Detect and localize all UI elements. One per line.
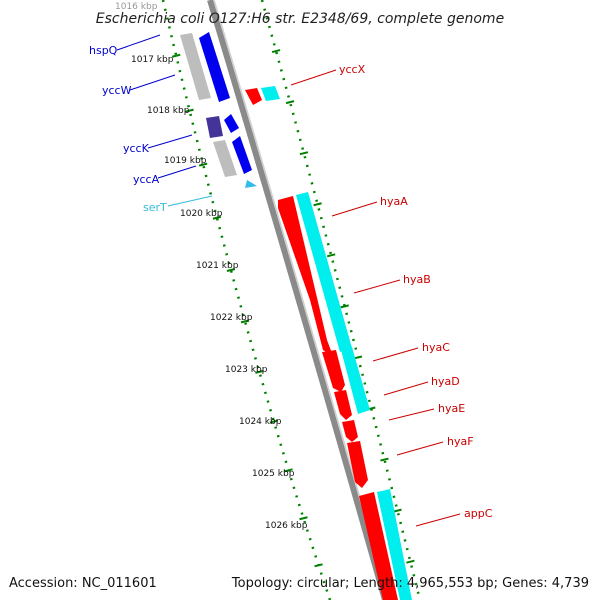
major-ticks <box>171 49 415 568</box>
gene-block-cyan-appC <box>377 489 412 600</box>
major-tick <box>326 253 336 258</box>
leader-line-hspQ <box>116 34 161 51</box>
major-tick <box>299 151 309 156</box>
gene-block-red-hyaF <box>347 441 368 488</box>
reverse-strand-genes <box>245 86 412 600</box>
kbp-label: 1018 kbp <box>147 106 190 116</box>
major-tick <box>171 53 181 58</box>
gene-label-appC: appC <box>464 507 493 520</box>
kbp-labels: 1016 kbp 1017 kbp 1018 kbp 1019 kbp 1020… <box>115 2 308 531</box>
gene-block-red <box>245 88 262 105</box>
gene-block-red-hyaC <box>322 350 345 392</box>
gene-label-hyaC: hyaC <box>422 341 450 354</box>
leader-line-hyaC <box>372 347 419 362</box>
forward-strand-genes <box>180 32 257 188</box>
leader-line-hyaB <box>353 279 401 294</box>
kbp-label: 1020 kbp <box>180 209 223 219</box>
left-gene-labels: hspQ yccW yccK yccA serT <box>89 44 167 214</box>
gene-label-hspQ: hspQ <box>89 44 118 57</box>
leader-line-serT <box>167 195 213 207</box>
leader-line-hyaA <box>331 201 378 217</box>
genome-backbone <box>207 0 388 600</box>
gene-label-hyaA: hyaA <box>380 195 408 208</box>
accession-text: Accession: NC_011601 <box>9 576 157 591</box>
major-tick <box>285 100 295 105</box>
gene-block-red-appC <box>359 492 398 600</box>
gene-label-serT: serT <box>143 201 167 214</box>
gene-block-blue <box>199 32 230 102</box>
leader-line-yccK <box>147 134 193 149</box>
tick-track-left <box>161 0 332 600</box>
leader-line-hyaF <box>396 441 444 456</box>
trna-marker <box>245 180 257 188</box>
major-tick <box>313 202 322 207</box>
major-tick <box>269 419 279 424</box>
gene-block-cyan-hyaB <box>341 347 370 414</box>
major-tick <box>284 468 293 473</box>
gene-block-gray <box>180 33 211 100</box>
kbp-label: 1017 kbp <box>131 55 174 65</box>
major-tick <box>240 319 250 324</box>
gene-label-yccK: yccK <box>123 142 150 155</box>
major-tick <box>226 268 236 272</box>
major-tick <box>185 108 194 113</box>
gene-block-cyan <box>261 86 280 101</box>
right-gene-labels: yccX hyaA hyaB hyaC hyaD hyaE hyaF appC <box>339 63 493 520</box>
major-tick <box>299 516 308 521</box>
kbp-label: 1022 kbp <box>210 313 253 323</box>
right-leader-lines <box>290 69 461 527</box>
gene-label-hyaE: hyaE <box>438 402 465 415</box>
gene-block-cyan-hyaA <box>296 192 352 352</box>
major-tick <box>314 563 323 568</box>
leader-line-hyaE <box>388 408 435 421</box>
gene-block-blue <box>224 114 239 133</box>
left-leader-lines <box>116 34 213 207</box>
major-tick <box>406 559 415 564</box>
gene-block-red-hyaA <box>278 196 333 356</box>
map-title: Escherichia coli O127:H6 str. E2348/69, … <box>96 11 504 27</box>
major-tick <box>255 369 264 374</box>
kbp-label: 1021 kbp <box>196 261 239 271</box>
kbp-label: 1019 kbp <box>164 156 207 166</box>
leader-line-yccA <box>157 165 197 179</box>
gene-label-yccW: yccW <box>102 84 132 97</box>
major-tick <box>393 508 402 513</box>
gene-block-purple <box>206 116 223 138</box>
kbp-label: 1016 kbp <box>115 2 158 12</box>
gene-block-red-hyaD <box>334 390 352 420</box>
leader-line-appC <box>415 513 461 527</box>
gene-block-gray <box>213 140 237 177</box>
kbp-label: 1026 kbp <box>265 521 308 531</box>
gene-block-red-hyaE <box>342 420 358 442</box>
summary-text: Topology: circular; Length: 4,965,553 bp… <box>231 576 589 591</box>
leader-line-yccX <box>290 69 337 86</box>
gene-label-hyaB: hyaB <box>403 273 431 286</box>
kbp-label: 1025 kbp <box>252 469 295 479</box>
leader-line-yccW <box>129 74 176 91</box>
gene-block-blue <box>232 136 252 174</box>
major-tick <box>380 457 389 462</box>
major-tick <box>353 355 363 360</box>
major-tick <box>340 304 349 309</box>
kbp-label: 1024 kbp <box>239 417 282 427</box>
kbp-label: 1023 kbp <box>225 365 268 375</box>
gene-label-yccX: yccX <box>339 63 366 76</box>
leader-line-hyaD <box>383 381 429 396</box>
gene-label-hyaF: hyaF <box>447 435 474 448</box>
major-tick <box>271 49 281 54</box>
gene-label-hyaD: hyaD <box>431 375 460 388</box>
major-tick <box>212 215 222 220</box>
gene-label-yccA: yccA <box>133 173 160 186</box>
major-tick <box>198 162 208 167</box>
